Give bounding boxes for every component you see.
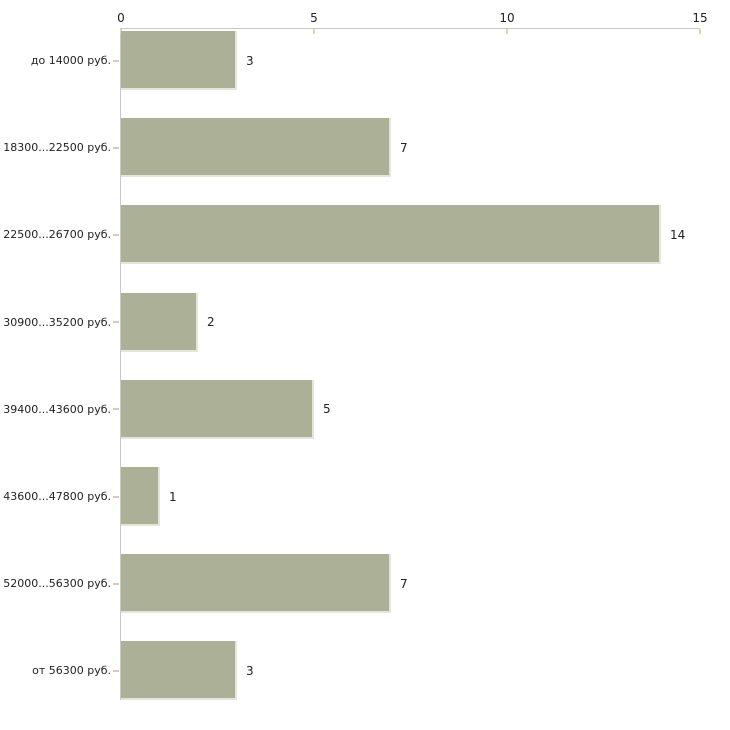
category-tick-mark <box>113 234 119 236</box>
category-tick-mark <box>113 670 119 672</box>
bar <box>121 467 160 526</box>
category-label: 30900...35200 руб. <box>3 315 111 329</box>
value-label: 1 <box>169 489 177 504</box>
bar <box>121 31 237 90</box>
value-label: 3 <box>246 663 254 678</box>
category-tick-mark <box>113 583 119 585</box>
bar <box>121 641 237 701</box>
category-label: 22500...26700 руб. <box>3 228 111 242</box>
value-label: 7 <box>400 576 408 591</box>
category-tick-mark <box>113 496 119 498</box>
category-label: 43600...47800 руб. <box>3 490 111 503</box>
category-tick-mark <box>113 60 119 62</box>
x-axis-tick-label: 15 <box>692 11 708 25</box>
category-label: до 14000 руб. <box>30 54 111 67</box>
value-label: 7 <box>400 140 408 155</box>
category-tick-mark <box>113 147 119 149</box>
x-axis-tick-mark <box>313 29 315 34</box>
x-axis-tick-mark <box>699 29 701 34</box>
bar <box>121 292 198 352</box>
value-label: 3 <box>246 53 254 68</box>
category-tick-mark <box>113 321 119 323</box>
x-axis-tick-label: 0 <box>117 11 125 25</box>
x-axis-tick-label: 10 <box>499 11 515 25</box>
bar <box>121 118 391 178</box>
category-label: 18300...22500 руб. <box>3 141 111 155</box>
category-label: от 56300 руб. <box>32 664 111 678</box>
value-label: 14 <box>670 227 686 242</box>
value-label: 5 <box>323 402 331 417</box>
category-tick-mark <box>113 408 119 410</box>
category-label: 39400...43600 руб. <box>3 402 111 416</box>
y-axis-line <box>120 28 121 701</box>
value-label: 2 <box>207 315 215 330</box>
bar <box>121 554 391 614</box>
bar <box>121 205 661 265</box>
category-label: 52000...56300 руб. <box>3 577 111 591</box>
bar <box>121 379 314 439</box>
x-axis-tick-mark <box>506 29 508 34</box>
x-axis-tick-label: 5 <box>310 11 318 25</box>
x-axis-line <box>120 28 700 29</box>
